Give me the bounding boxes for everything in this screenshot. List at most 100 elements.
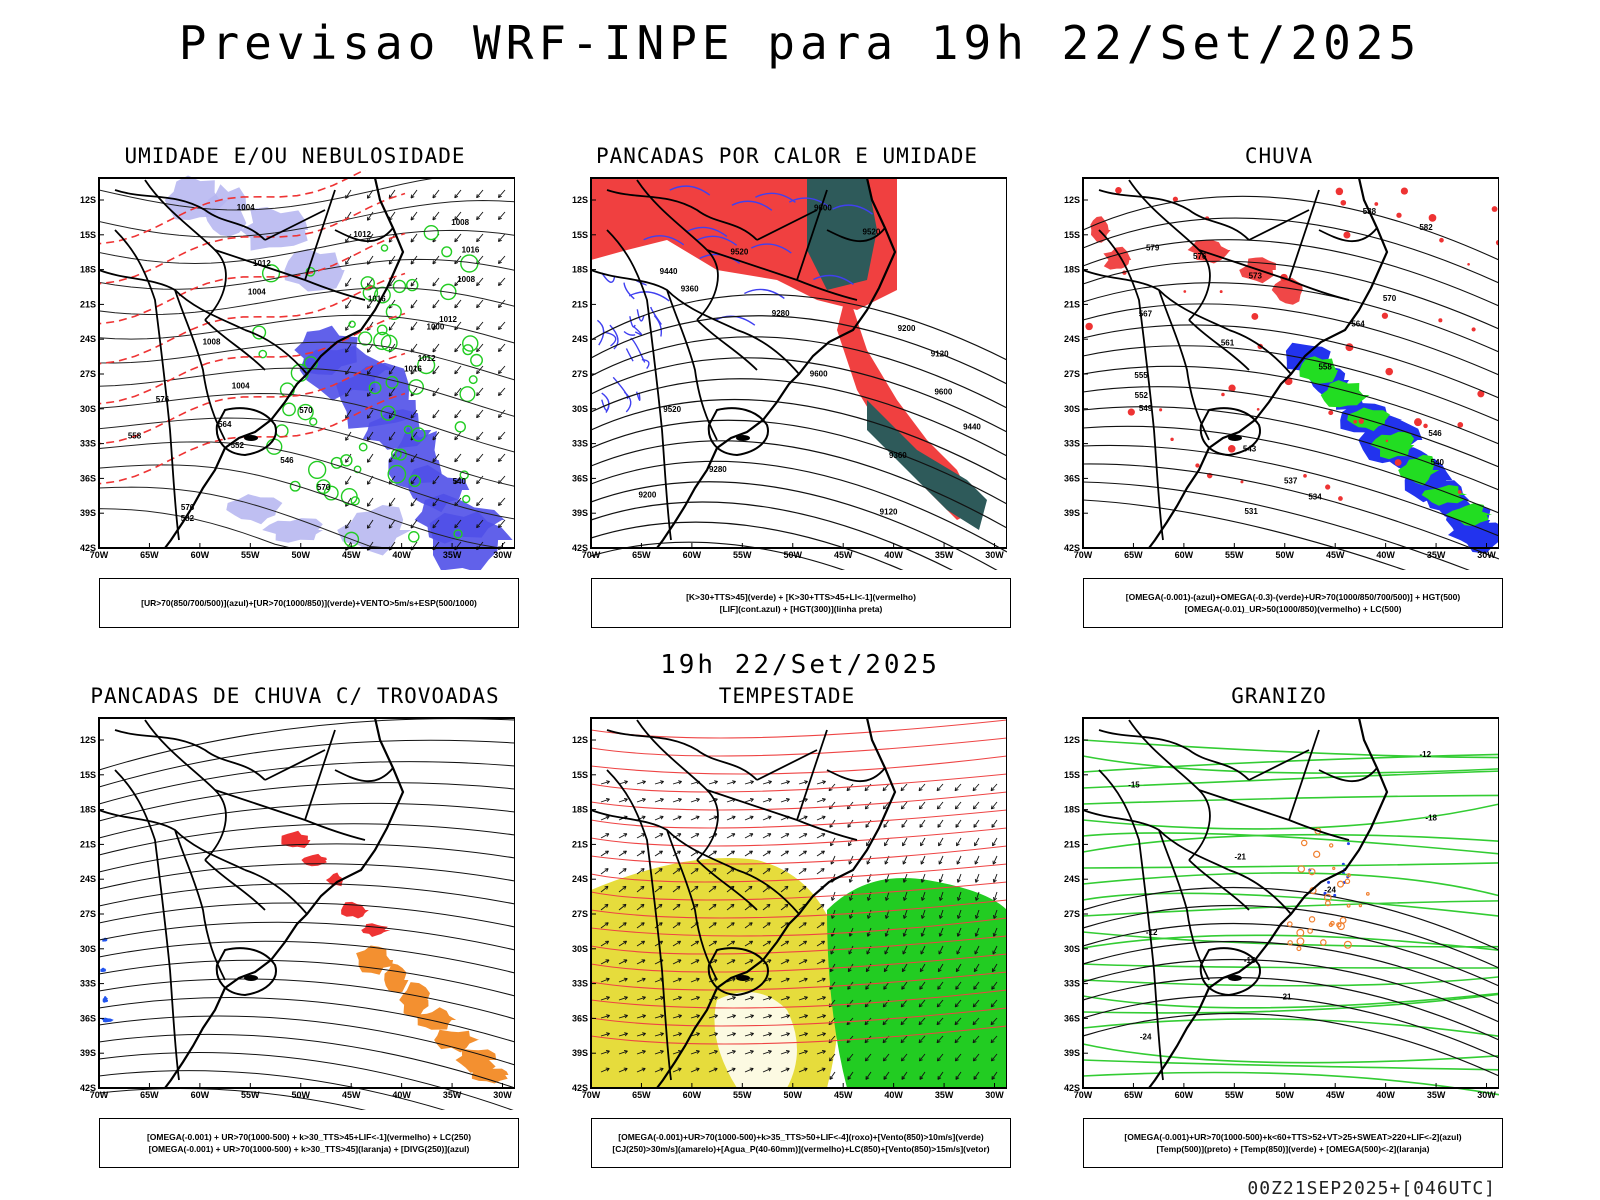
lc850-contour-red	[590, 935, 1007, 955]
wind-vector-head	[696, 1032, 700, 1037]
wind-vector-head	[848, 932, 853, 937]
lat-label: 15S	[80, 770, 96, 780]
wind-vector	[937, 963, 944, 972]
lc850-contour-red	[590, 737, 1007, 757]
wind-vector	[654, 885, 663, 893]
wind-vector	[762, 1015, 772, 1019]
omega500-contour-orange	[1297, 865, 1306, 873]
streamline-250	[98, 997, 515, 1043]
hgt500-contour	[1082, 282, 1499, 353]
wind-vector-head	[767, 798, 772, 802]
wind-vector-head	[696, 996, 700, 1001]
wind-vector-head	[939, 896, 943, 901]
contour-label: 570	[317, 483, 331, 492]
wind-vector-head	[847, 823, 852, 828]
lat-label: 42S	[572, 543, 588, 553]
rain-fill-red	[1471, 327, 1476, 332]
wind-vector-head	[864, 1057, 869, 1062]
country-border	[696, 319, 758, 371]
wind-vector-head	[847, 1075, 852, 1080]
hgt300-contour	[590, 521, 904, 570]
contour-label: 564	[218, 420, 232, 429]
lat-label: 42S	[80, 1083, 96, 1093]
lon-label: 70W	[90, 550, 109, 560]
wind-vector	[432, 189, 440, 199]
rain-fill-red	[1251, 313, 1259, 320]
wind-vector-head	[410, 502, 415, 507]
wind-vector	[991, 981, 998, 990]
wind-vector-head	[731, 1050, 736, 1054]
rain-fill-red	[1439, 237, 1444, 243]
wind-vector	[762, 868, 771, 875]
wind-vector	[902, 837, 908, 847]
rain-fill-red	[1328, 410, 1334, 416]
rain-fill-red	[1491, 206, 1498, 212]
contour-label: 540	[1431, 458, 1445, 467]
wind-vector	[990, 1035, 998, 1044]
wind-vector	[388, 365, 396, 375]
humidity-contour-green	[308, 460, 327, 480]
legend-line: [OMEGA(-0.001) + UR>70(1000-500) + k>30_…	[146, 1132, 472, 1142]
wind-vector	[618, 959, 628, 965]
wind-vector-head	[410, 370, 415, 375]
humidity-contour-green	[258, 349, 268, 359]
wind-vector-head	[767, 1067, 772, 1072]
wind-vector	[816, 996, 826, 1001]
wind-vector	[476, 387, 484, 396]
omega500-contour-orange	[1339, 916, 1347, 924]
map-pancadas-calor[interactable]: 9600952095209440936092809200912096009600…	[567, 170, 1007, 570]
wind-vector-head	[992, 932, 997, 937]
wind-vector-head	[677, 798, 682, 802]
temp500-contour-black	[1082, 922, 1499, 987]
lon-label: 60W	[1175, 1090, 1194, 1100]
contour-layer	[1082, 195, 1499, 570]
map-frame	[590, 717, 1007, 1089]
wind-vector	[454, 299, 462, 309]
wind-vector	[900, 783, 908, 792]
instability-fill-dark	[807, 178, 877, 290]
contour-label: 1012	[353, 230, 371, 239]
lon-label: 30W	[985, 1090, 1004, 1100]
lat-label: 21S	[1064, 839, 1080, 849]
wind-vector-head	[658, 885, 663, 890]
wind-vector	[992, 837, 998, 847]
map-umidade[interactable]: 1004100810121016101210081004101610121000…	[75, 170, 515, 570]
wind-vector	[780, 780, 790, 785]
wind-vector-head	[677, 940, 682, 945]
rain-fill-red	[1457, 490, 1462, 494]
wind-vector	[498, 277, 506, 286]
contour-layer	[98, 718, 515, 1110]
wind-vector-head	[864, 1021, 869, 1026]
map-granizo[interactable]: -12-15-18-21-24-12-15-21-24 12S15S18S21S…	[1059, 710, 1499, 1110]
wind-vector	[708, 904, 717, 911]
lon-label: 50W	[292, 1090, 311, 1100]
wind-vector	[388, 277, 396, 287]
wind-vector-head	[803, 833, 808, 837]
wind-vector	[498, 189, 506, 198]
rain-fill-red	[1115, 187, 1122, 194]
wind-vector-head	[497, 348, 502, 352]
wind-vector-head	[992, 860, 997, 865]
wind-vector	[937, 801, 944, 810]
wind-vector-head	[731, 815, 736, 820]
wind-vector	[938, 837, 944, 847]
wind-vector-head	[955, 985, 960, 990]
wind-vector-head	[605, 798, 610, 802]
country-border	[1128, 719, 1211, 861]
lagoon	[736, 435, 750, 441]
coastline	[656, 177, 897, 549]
rain-fill-red	[1227, 445, 1236, 453]
wind-vector-head	[410, 414, 415, 419]
wind-vector-head	[865, 968, 870, 973]
country-border	[796, 729, 828, 821]
map-chuva[interactable]: 5885825795765735705675645615585555525495…	[1059, 170, 1499, 570]
wind-vector-head	[900, 787, 905, 792]
wind-vector	[345, 277, 352, 287]
wind-vector	[883, 963, 890, 972]
wind-vector	[600, 959, 610, 965]
wind-vector-head	[865, 1075, 870, 1080]
wind-vector	[600, 1068, 610, 1073]
rain-fill-red	[1338, 496, 1343, 501]
